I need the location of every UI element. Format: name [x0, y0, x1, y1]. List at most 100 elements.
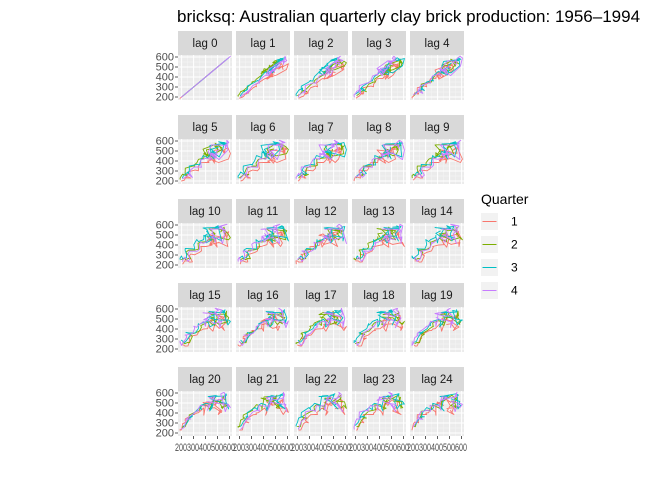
lag-series-group: [295, 55, 347, 99]
quarter-3-line: [240, 309, 288, 343]
y-tick-label: 300: [156, 250, 174, 262]
quarter-1-line: [411, 62, 455, 99]
facet-strip-label: lag 1: [251, 38, 276, 50]
facet-strip: [236, 367, 290, 391]
quarter-1-line: [298, 62, 346, 99]
facet-strip-label: lag 3: [367, 38, 392, 50]
facet-strip: [410, 31, 464, 55]
y-tick-label: 300: [156, 166, 174, 178]
lag-series-group: [179, 55, 231, 99]
quarter-3-line: [414, 57, 462, 95]
lag-series-group: [353, 55, 405, 99]
x-tick-labels: 200300400500600: [349, 442, 409, 454]
quarter-3-line: [354, 393, 405, 426]
quarter-4-line: [354, 139, 405, 178]
quarter-2-line: [237, 394, 281, 428]
facet-panel: lag 9: [410, 115, 464, 184]
facet-strip-label: lag 16: [247, 290, 278, 302]
legend: Quarter 1 2 3 4: [481, 191, 529, 299]
y-tick-label: 600: [156, 304, 174, 316]
facet-strip-label: lag 4: [425, 38, 451, 50]
lag-series-group: [411, 223, 463, 263]
facet-strip: [410, 115, 464, 139]
facet-panel: lag 13: [352, 199, 406, 268]
quarter-3-line: [297, 309, 344, 343]
quarter-4-line: [295, 139, 339, 179]
facet-strip-label: lag 12: [305, 206, 336, 218]
y-tick-label: 200: [156, 344, 174, 356]
facet-strip: [352, 31, 406, 55]
quarter-1-line: [297, 314, 347, 347]
quarter-4-line: [238, 307, 289, 346]
lag-series-group: [179, 139, 231, 182]
facet-strip: [236, 199, 290, 223]
quarter-4-line: [298, 307, 346, 346]
facet-strip-label: lag 24: [421, 374, 453, 386]
quarter-3-line: [180, 309, 231, 343]
y-tick-label: 200: [156, 92, 174, 104]
quarter-4-line: [297, 391, 344, 430]
legend-entry: 2: [481, 236, 518, 253]
lag-series-group: [295, 139, 347, 182]
quarter-3-line: [237, 141, 281, 179]
facet-strip-label: lag 5: [193, 122, 218, 134]
facet-strip-label: lag 2: [309, 38, 334, 50]
facet-strip-label: lag 23: [363, 374, 394, 386]
quarter-2-line: [355, 142, 402, 179]
facet-panel: lag 23 200300400500600: [349, 367, 409, 454]
quarter-4-line: [411, 307, 455, 346]
y-tick-label: 600: [156, 388, 174, 400]
y-tick-label: 200: [156, 260, 174, 272]
facet-panel: lag 2: [294, 31, 348, 100]
facet-strip-label: lag 21: [247, 374, 278, 386]
facet-strip: [178, 115, 232, 139]
y-tick-label: 500: [156, 398, 174, 410]
quarter-1-line: [355, 62, 402, 99]
quarter-4-line: [414, 139, 462, 178]
quarter-4-line: [353, 391, 397, 430]
facet-panel: lag 18: [352, 283, 406, 352]
y-tick-label: 600: [156, 52, 174, 64]
lag-series-group: [411, 55, 463, 99]
y-tick-label: 200: [156, 428, 174, 440]
lag-series-group: [295, 391, 347, 431]
facet-strip: [410, 283, 464, 307]
quarter-1-line: [239, 230, 286, 265]
facet-panel: lag 6: [236, 115, 290, 184]
quarter-4-line: [182, 139, 230, 180]
quarter-2-line: [413, 226, 463, 261]
facet-panel: lag 7: [294, 115, 348, 184]
facet-strip: [410, 199, 464, 223]
facet-strip-label: lag 20: [189, 374, 220, 386]
y-tick-label: 300: [156, 334, 174, 346]
x-tick-labels: 200300400500600: [407, 442, 467, 454]
facet-panel: lag 10 200300400500600: [156, 199, 232, 272]
quarter-4-line: [412, 391, 463, 428]
quarter-3-line: [295, 393, 339, 427]
lag-series-group: [237, 391, 289, 431]
quarter-3-line: [411, 225, 455, 259]
quarter-3-line: [413, 141, 460, 177]
x-tick-labels: 200300400500600: [233, 442, 293, 454]
lag-series-group: [295, 223, 347, 265]
facet-strip-label: lag 14: [421, 206, 453, 218]
lag-series-group: [179, 223, 231, 265]
quarter-4-line: [237, 223, 281, 262]
facet-strip-label: lag 9: [425, 122, 450, 134]
quarter-4-line: [240, 55, 288, 98]
lag-series-group: [353, 223, 405, 263]
lag-series-group: [411, 307, 463, 347]
lag-series-group: [237, 139, 289, 182]
quarter-4-line: [180, 391, 231, 430]
y-tick-label: 500: [156, 62, 174, 74]
quarter-4-line: [413, 55, 463, 96]
quarter-3-line: [295, 57, 339, 97]
facet-panel: lag 14: [410, 199, 464, 268]
facet-strip-label: lag 17: [305, 290, 336, 302]
lag-series-group: [237, 223, 289, 265]
quarter-3-line: [238, 225, 289, 259]
quarter-4-line: [413, 223, 460, 262]
legend-label: 1: [511, 215, 518, 229]
y-tick-label: 500: [156, 146, 174, 158]
